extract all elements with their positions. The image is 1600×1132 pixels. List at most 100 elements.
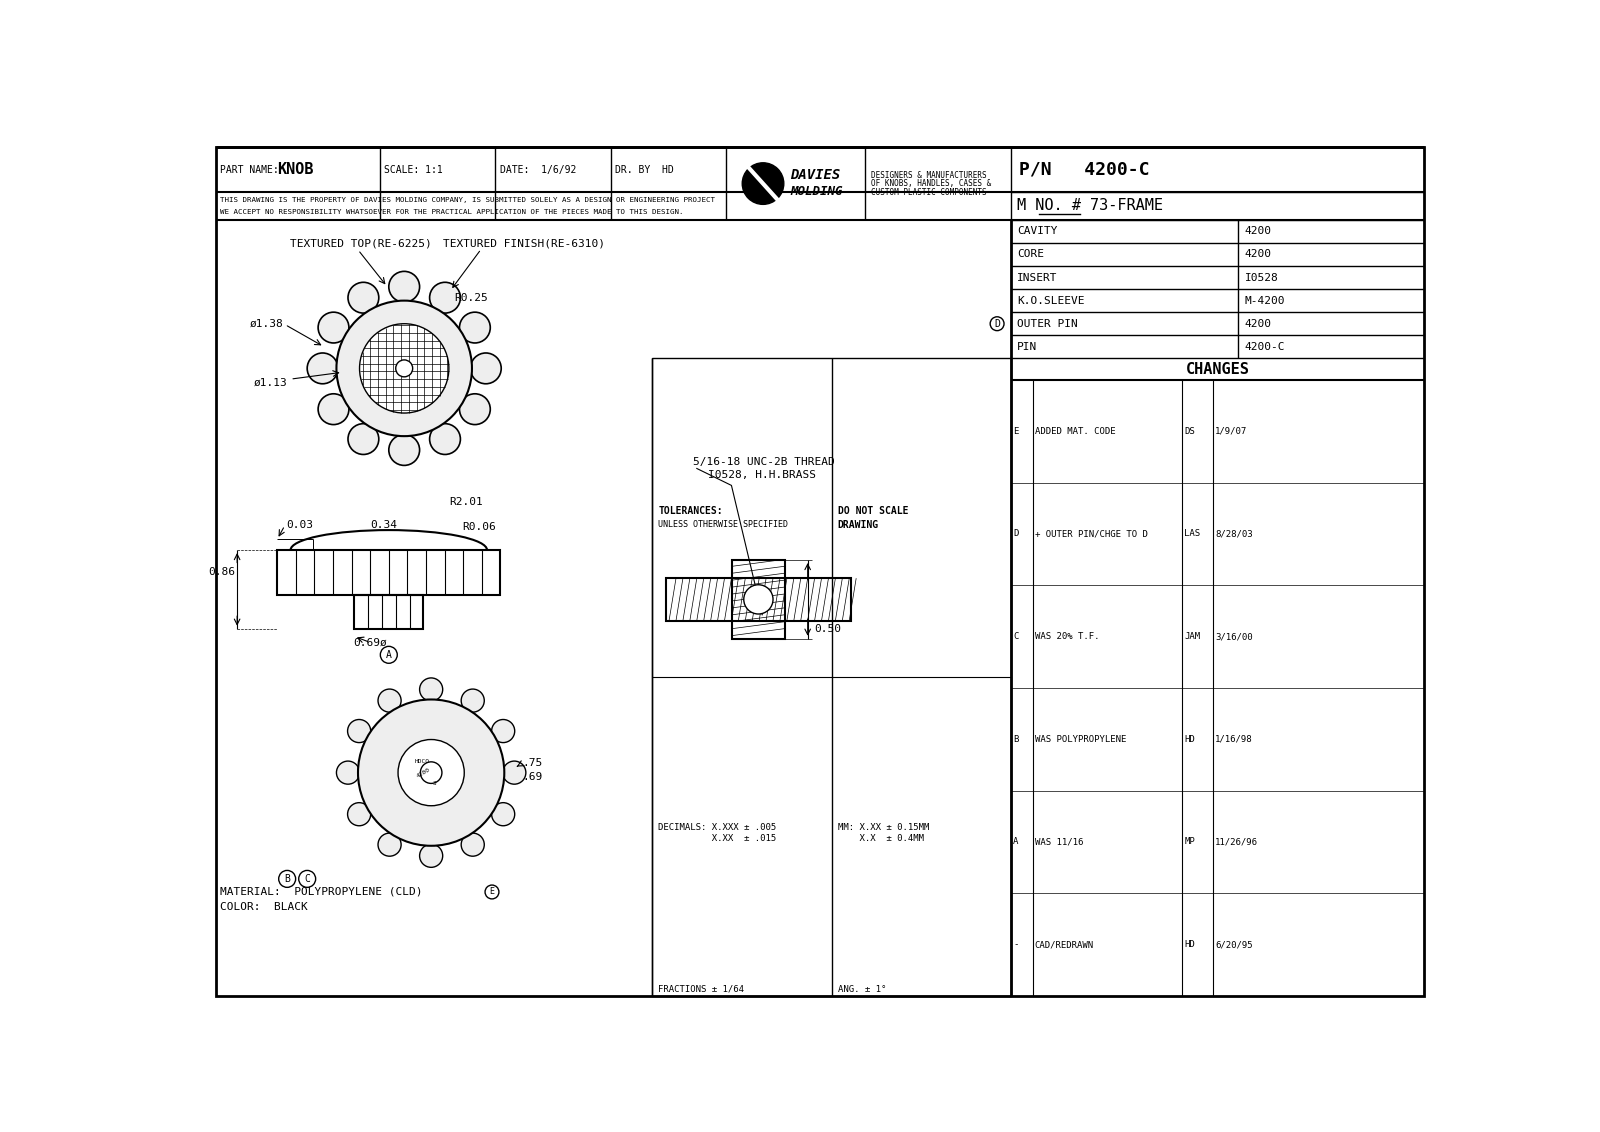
Circle shape — [470, 353, 501, 384]
Circle shape — [389, 272, 419, 302]
Text: MM: X.XX ± 0.15MM: MM: X.XX ± 0.15MM — [838, 823, 930, 832]
Text: R0.25: R0.25 — [454, 292, 488, 302]
Text: WAS POLYPROPYLENE: WAS POLYPROPYLENE — [1035, 735, 1126, 744]
Text: CAVITY: CAVITY — [1018, 226, 1058, 237]
Text: TOLERANCES:: TOLERANCES: — [658, 506, 723, 516]
Text: P/N   4200-C: P/N 4200-C — [1019, 161, 1149, 179]
Text: 6/20/95: 6/20/95 — [1214, 940, 1253, 949]
Circle shape — [398, 739, 464, 806]
Text: DRAWING: DRAWING — [838, 520, 878, 530]
Text: D: D — [1013, 530, 1019, 539]
Circle shape — [347, 720, 371, 743]
Text: 0.34: 0.34 — [370, 521, 397, 531]
Text: 4200: 4200 — [1245, 249, 1272, 259]
Text: R2.01: R2.01 — [450, 497, 483, 507]
Text: INSERT: INSERT — [1018, 273, 1058, 283]
Bar — [666, 578, 851, 620]
Circle shape — [430, 423, 461, 454]
Circle shape — [336, 761, 360, 784]
Text: 8/28/03: 8/28/03 — [1214, 530, 1253, 539]
Text: THIS DRAWING IS THE PROPERTY OF DAVIES MOLDING COMPANY, IS SUBMITTED SOLELY AS A: THIS DRAWING IS THE PROPERTY OF DAVIES M… — [221, 197, 715, 203]
Circle shape — [360, 324, 450, 413]
Text: E: E — [1013, 427, 1019, 436]
Text: HDCO: HDCO — [414, 760, 429, 764]
Text: HD: HD — [1184, 735, 1195, 744]
Bar — [277, 550, 501, 594]
Text: WE ACCEPT NO RESPONSIBILITY WHATSOEVER FOR THE PRACTICAL APPLICATION OF THE PIEC: WE ACCEPT NO RESPONSIBILITY WHATSOEVER F… — [221, 209, 683, 215]
Text: WAS 20% T.F.: WAS 20% T.F. — [1035, 632, 1099, 641]
Text: C: C — [304, 874, 310, 884]
Circle shape — [378, 689, 402, 712]
Circle shape — [318, 394, 349, 424]
Circle shape — [389, 435, 419, 465]
Text: M-4200: M-4200 — [1245, 295, 1285, 306]
Text: I0528, H.H.BRASS: I0528, H.H.BRASS — [709, 470, 816, 480]
Text: DESIGNERS & MANUFACTURERS: DESIGNERS & MANUFACTURERS — [870, 171, 987, 180]
Text: WAS 11/16: WAS 11/16 — [1035, 838, 1083, 847]
Circle shape — [461, 833, 485, 856]
Circle shape — [358, 700, 504, 846]
Circle shape — [502, 761, 526, 784]
Text: ø1.38: ø1.38 — [250, 319, 283, 328]
Text: DATE:  1/6/92: DATE: 1/6/92 — [499, 165, 576, 174]
Text: 0.03: 0.03 — [286, 521, 314, 531]
Text: DAVIES: DAVIES — [790, 169, 840, 182]
Text: B: B — [1013, 735, 1019, 744]
Text: PART NAME:: PART NAME: — [221, 165, 278, 174]
Text: OUTER PIN: OUTER PIN — [1018, 319, 1078, 328]
Text: 4200: 4200 — [416, 766, 430, 779]
Circle shape — [395, 360, 413, 377]
Text: 0.69ø: 0.69ø — [354, 637, 387, 648]
Bar — [733, 560, 784, 638]
Text: .75: .75 — [522, 758, 542, 769]
Text: UNLESS OTHERWISE SPECIFIED: UNLESS OTHERWISE SPECIFIED — [658, 521, 789, 529]
Circle shape — [347, 803, 371, 825]
Text: -: - — [1013, 940, 1019, 949]
Text: TEXTURED TOP(RE-6225): TEXTURED TOP(RE-6225) — [290, 239, 432, 249]
Text: MATERIAL:  POLYPROPYLENE (CLD): MATERIAL: POLYPROPYLENE (CLD) — [221, 887, 422, 897]
Text: 4200: 4200 — [1245, 226, 1272, 237]
Text: D: D — [994, 319, 1000, 328]
Text: DO NOT SCALE: DO NOT SCALE — [838, 506, 909, 516]
Text: 0.50: 0.50 — [814, 624, 842, 634]
Text: KNOB: KNOB — [277, 162, 314, 178]
Text: A: A — [386, 650, 392, 660]
Circle shape — [742, 163, 784, 205]
Text: 11/26/96: 11/26/96 — [1214, 838, 1258, 847]
Text: ANG. ± 1°: ANG. ± 1° — [838, 985, 886, 994]
Text: A: A — [1013, 838, 1019, 847]
Circle shape — [347, 282, 379, 314]
Text: E: E — [490, 887, 494, 897]
Text: I0528: I0528 — [1245, 273, 1278, 283]
Circle shape — [430, 282, 461, 314]
Text: .69: .69 — [522, 772, 542, 782]
Text: PIN: PIN — [1018, 342, 1037, 352]
Bar — [653, 359, 1011, 996]
Text: X.XX  ± .015: X.XX ± .015 — [658, 833, 776, 842]
Circle shape — [744, 585, 773, 614]
Text: DR. BY  HD: DR. BY HD — [614, 165, 674, 174]
Bar — [354, 594, 424, 628]
Text: CAD/REDRAWN: CAD/REDRAWN — [1035, 940, 1094, 949]
Text: R0.06: R0.06 — [462, 522, 496, 532]
Text: CHANGES: CHANGES — [1186, 361, 1250, 377]
Text: X.X  ± 0.4MM: X.X ± 0.4MM — [838, 833, 923, 842]
Circle shape — [378, 833, 402, 856]
Text: 1/9/07: 1/9/07 — [1214, 427, 1248, 436]
Circle shape — [459, 312, 490, 343]
Circle shape — [419, 844, 443, 867]
Circle shape — [491, 803, 515, 825]
Text: DECIMALS: X.XXX ± .005: DECIMALS: X.XXX ± .005 — [658, 823, 776, 832]
Text: SCALE: 1:1: SCALE: 1:1 — [384, 165, 443, 174]
Circle shape — [419, 678, 443, 701]
Text: ø1.13: ø1.13 — [254, 377, 288, 387]
Text: 3/16/00: 3/16/00 — [1214, 632, 1253, 641]
Circle shape — [459, 394, 490, 424]
Circle shape — [336, 301, 472, 436]
Circle shape — [307, 353, 338, 384]
Text: OF KNOBS, HANDLES, CASES &: OF KNOBS, HANDLES, CASES & — [870, 179, 990, 188]
Circle shape — [421, 762, 442, 783]
Text: CUSTOM PLASTIC COMPONENTS: CUSTOM PLASTIC COMPONENTS — [870, 188, 987, 197]
Text: CORE: CORE — [1018, 249, 1045, 259]
Text: M NO. # 73-FRAME: M NO. # 73-FRAME — [1018, 198, 1163, 214]
